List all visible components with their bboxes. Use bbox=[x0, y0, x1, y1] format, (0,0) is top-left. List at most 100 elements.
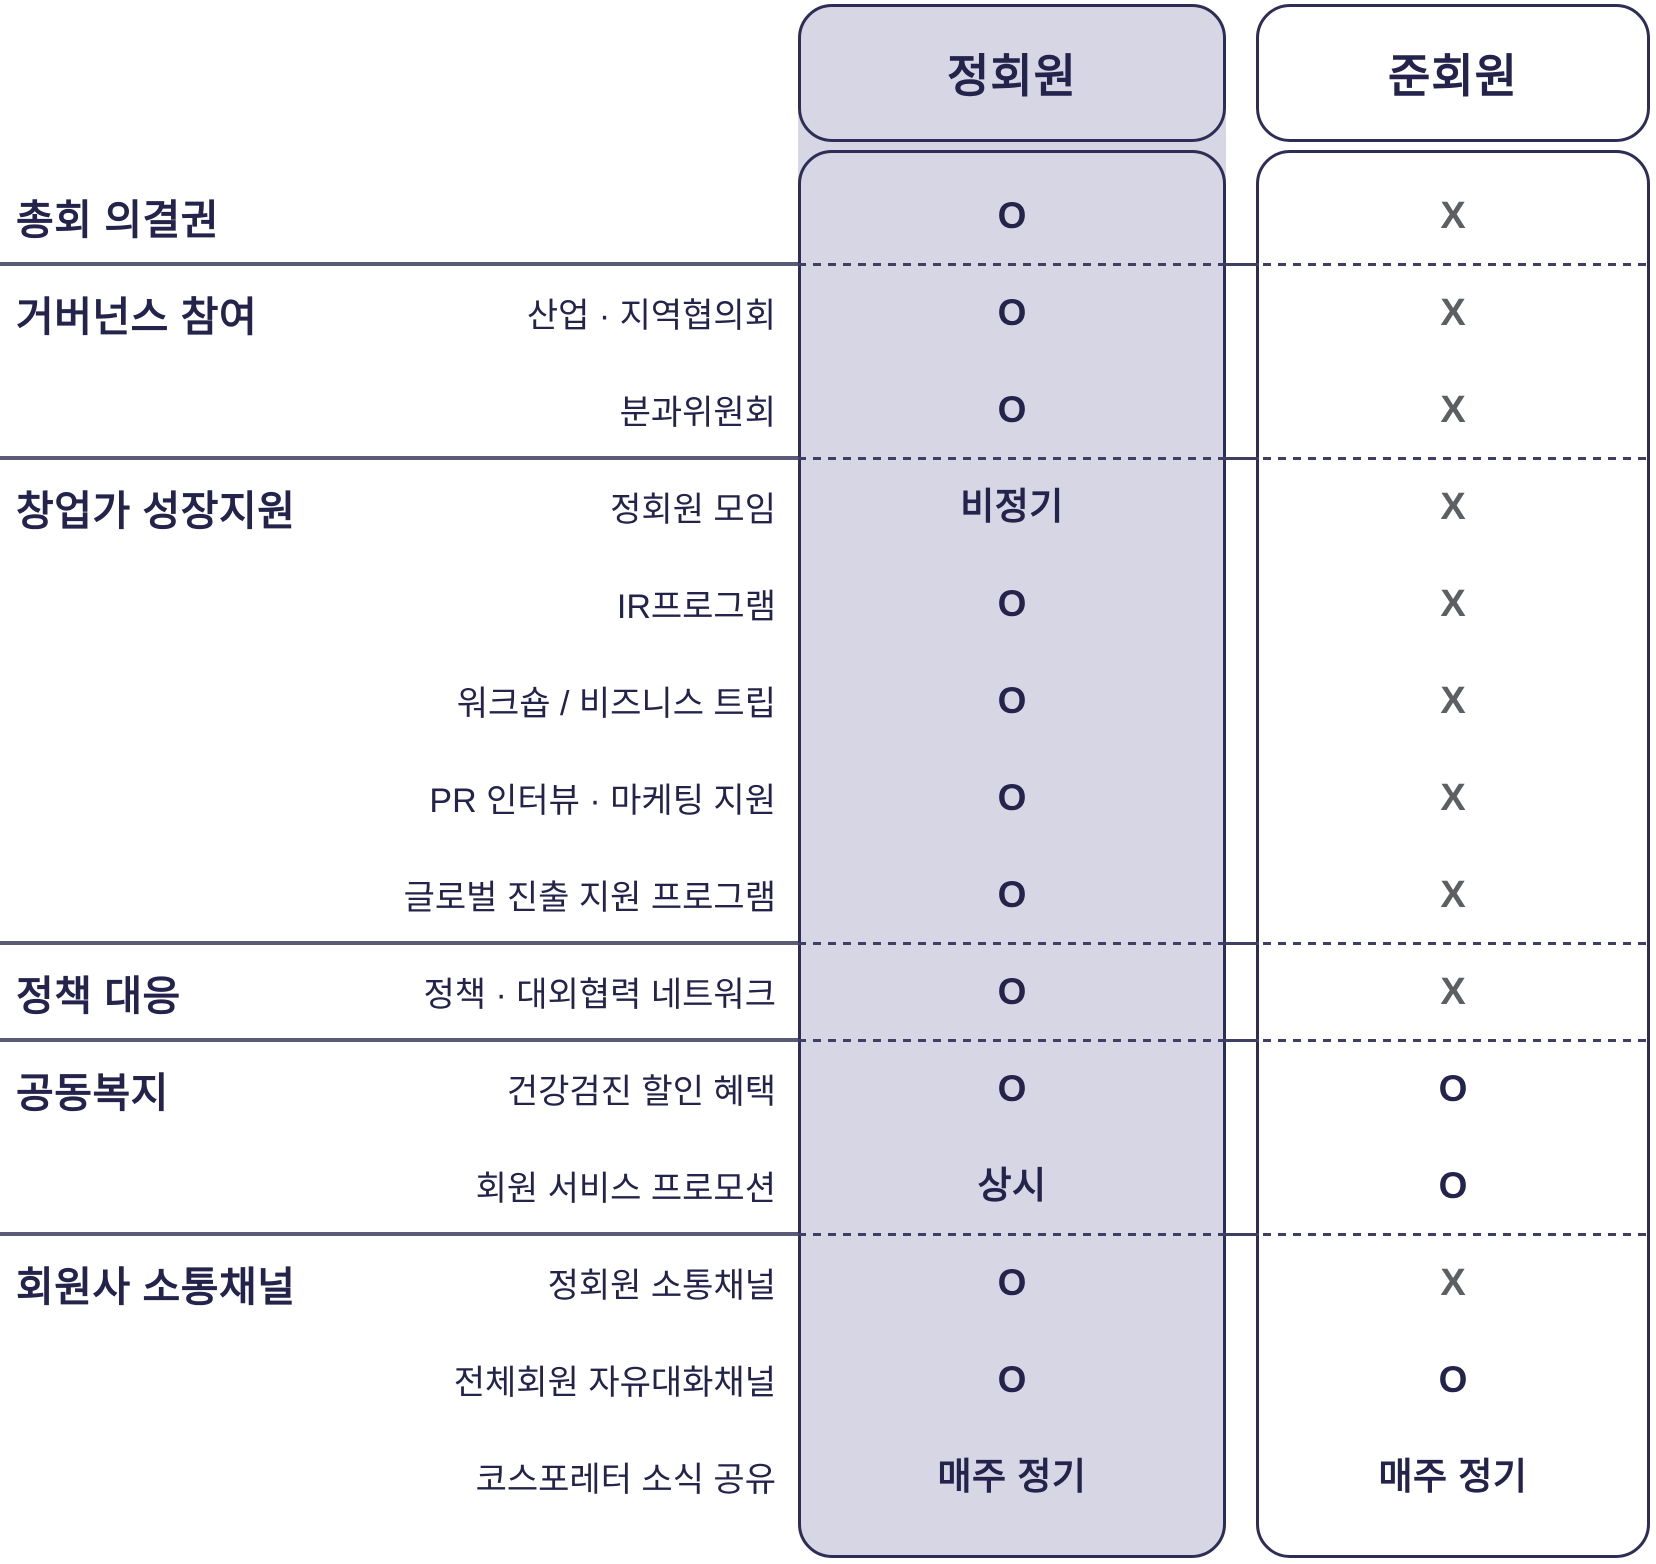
mark-no: X bbox=[1440, 970, 1466, 1013]
mark-yes: O bbox=[997, 1359, 1027, 1400]
separator-gap-line bbox=[1223, 1039, 1259, 1042]
item-label: 정회원 소통채널 bbox=[547, 1267, 776, 1305]
category-label: 창업가 성장지원 bbox=[16, 487, 296, 534]
value-text: 상시 bbox=[977, 1165, 1047, 1206]
associate-value-cell: O bbox=[1256, 1040, 1650, 1137]
item-label: PR 인터뷰 · 마케팅 지원 bbox=[429, 782, 776, 820]
item-label: 코스포레터 소식 공유 bbox=[475, 1461, 776, 1499]
table-row: PR 인터뷰 · 마케팅 지원 O X bbox=[0, 749, 1656, 846]
table-row: 총회 의결권 O X bbox=[0, 167, 1656, 264]
associate-column-body bbox=[1256, 150, 1650, 1558]
mark-yes: O bbox=[997, 777, 1027, 818]
regular-value-cell: O bbox=[798, 361, 1226, 458]
associate-value-cell: X bbox=[1256, 264, 1650, 361]
column-header-associate-label: 준회원 bbox=[1388, 50, 1518, 102]
category-label: 정책 대응 bbox=[16, 972, 181, 1019]
separator-solid-line bbox=[0, 1038, 798, 1042]
mark-no: X bbox=[1440, 291, 1466, 334]
mark-yes: O bbox=[997, 195, 1027, 236]
table-row: 창업가 성장지원 정회원 모임 비정기 X bbox=[0, 458, 1656, 555]
separator-gap-line bbox=[1223, 457, 1259, 460]
mark-yes: O bbox=[997, 389, 1027, 430]
associate-value-cell: O bbox=[1256, 1137, 1650, 1234]
associate-value-cell: X bbox=[1256, 652, 1650, 749]
column-header-regular-label: 정회원 bbox=[947, 50, 1077, 102]
column-header-associate: 준회원 bbox=[1256, 4, 1650, 142]
mark-no: X bbox=[1440, 582, 1466, 625]
item-label: 정회원 모임 bbox=[610, 491, 776, 529]
associate-value-cell: X bbox=[1256, 749, 1650, 846]
mark-no: X bbox=[1440, 679, 1466, 722]
table-row: 코스포레터 소식 공유 매주 정기 매주 정기 bbox=[0, 1428, 1656, 1525]
mark-no: X bbox=[1440, 485, 1466, 528]
category-label: 거버넌스 참여 bbox=[16, 293, 258, 340]
regular-value-cell: O bbox=[798, 1331, 1226, 1428]
associate-value-cell: X bbox=[1256, 943, 1650, 1040]
regular-value-cell: O bbox=[798, 652, 1226, 749]
category-label: 공동복지 bbox=[16, 1069, 169, 1116]
item-label: IR프로그램 bbox=[616, 588, 776, 626]
regular-value-cell: O bbox=[798, 1234, 1226, 1331]
mark-no: X bbox=[1440, 1261, 1466, 1304]
associate-value-cell: X bbox=[1256, 1234, 1650, 1331]
regular-value-cell: O bbox=[798, 555, 1226, 652]
regular-value-cell: O bbox=[798, 749, 1226, 846]
separator-solid-line bbox=[0, 1232, 798, 1236]
item-label: 회원 서비스 프로모션 bbox=[475, 1170, 776, 1208]
table-row: 거버넌스 참여 산업 · 지역협의회 O X bbox=[0, 264, 1656, 361]
mark-yes: O bbox=[1438, 1359, 1468, 1400]
mark-yes: O bbox=[997, 1262, 1027, 1303]
separator-gap-line bbox=[1223, 942, 1259, 945]
regular-value-cell: 상시 bbox=[798, 1137, 1226, 1234]
table-row: 정책 대응 정책 · 대외협력 네트워크 O X bbox=[0, 943, 1656, 1040]
item-label: 정책 · 대외협력 네트워크 bbox=[423, 976, 776, 1014]
mark-yes: O bbox=[1438, 1165, 1468, 1206]
category-label: 회원사 소통채널 bbox=[16, 1263, 296, 1310]
item-label: 건강검진 할인 혜택 bbox=[506, 1073, 776, 1111]
table-row: 글로벌 진출 지원 프로그램 O X bbox=[0, 846, 1656, 943]
separator-solid-line bbox=[0, 456, 798, 460]
mark-no: X bbox=[1440, 873, 1466, 916]
associate-value-cell: 매주 정기 bbox=[1256, 1428, 1650, 1525]
separator-gap-line bbox=[1223, 263, 1259, 266]
item-label: 분과위원회 bbox=[619, 394, 776, 432]
value-text: 매주 정기 bbox=[937, 1456, 1087, 1497]
mark-yes: O bbox=[997, 1068, 1027, 1109]
mark-yes: O bbox=[1438, 1068, 1468, 1109]
mark-yes: O bbox=[997, 583, 1027, 624]
table-row: 분과위원회 O X bbox=[0, 361, 1656, 458]
item-label: 전체회원 자유대화채널 bbox=[453, 1364, 776, 1402]
regular-value-cell: O bbox=[798, 167, 1226, 264]
item-label: 워크숍 / 비즈니스 트립 bbox=[456, 685, 776, 723]
item-label bbox=[320, 167, 776, 264]
mark-no: X bbox=[1440, 388, 1466, 431]
regular-value-cell: O bbox=[798, 943, 1226, 1040]
category-label: 총회 의결권 bbox=[16, 196, 219, 243]
regular-value-cell: O bbox=[798, 846, 1226, 943]
mark-no: X bbox=[1440, 776, 1466, 819]
value-text: 매주 정기 bbox=[1378, 1456, 1528, 1497]
associate-value-cell: X bbox=[1256, 555, 1650, 652]
value-text: 비정기 bbox=[960, 486, 1064, 527]
separator-gap-line bbox=[1223, 1233, 1259, 1236]
associate-value-cell: X bbox=[1256, 846, 1650, 943]
table-row: 전체회원 자유대화채널 O O bbox=[0, 1331, 1656, 1428]
table-row: 워크숍 / 비즈니스 트립 O X bbox=[0, 652, 1656, 749]
table-row: 회원 서비스 프로모션 상시 O bbox=[0, 1137, 1656, 1234]
table-row: IR프로그램 O X bbox=[0, 555, 1656, 652]
associate-value-cell: O bbox=[1256, 1331, 1650, 1428]
column-header-regular: 정회원 bbox=[798, 4, 1226, 142]
table-row: 공동복지 건강검진 할인 혜택 O O bbox=[0, 1040, 1656, 1137]
mark-no: X bbox=[1440, 194, 1466, 237]
mark-yes: O bbox=[997, 874, 1027, 915]
mark-yes: O bbox=[997, 971, 1027, 1012]
regular-value-cell: 비정기 bbox=[798, 458, 1226, 555]
separator-solid-line bbox=[0, 262, 798, 266]
associate-value-cell: X bbox=[1256, 458, 1650, 555]
regular-value-cell: 매주 정기 bbox=[798, 1428, 1226, 1525]
regular-value-cell: O bbox=[798, 264, 1226, 361]
regular-value-cell: O bbox=[798, 1040, 1226, 1137]
table-row: 회원사 소통채널 정회원 소통채널 O X bbox=[0, 1234, 1656, 1331]
separator-solid-line bbox=[0, 941, 798, 945]
